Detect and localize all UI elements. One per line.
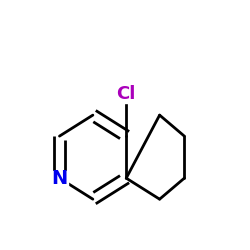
Bar xyxy=(116,85,136,103)
Text: N: N xyxy=(51,169,68,188)
Bar xyxy=(51,171,68,186)
Text: Cl: Cl xyxy=(116,85,136,103)
